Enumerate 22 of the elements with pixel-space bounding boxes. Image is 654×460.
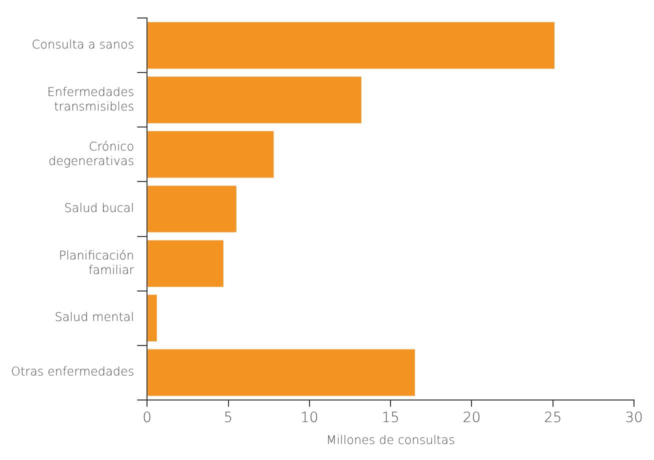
x-axis-title: Millones de consultas [326, 432, 455, 447]
x-tick-label: 30 [625, 410, 643, 426]
bar [148, 294, 157, 342]
bar [148, 22, 554, 69]
y-tick-label: Salud mental [54, 310, 134, 324]
bar [148, 349, 415, 396]
x-tick-label: 5 [224, 410, 233, 426]
bar [148, 240, 224, 287]
y-tick-label: Planificación familiar [58, 248, 134, 277]
y-tick-label: Consulta a sanos [32, 38, 134, 52]
y-tick-label: Enfermedades transmisibles [47, 84, 134, 114]
x-tick-label: 15 [382, 410, 400, 426]
bar [148, 131, 274, 178]
x-tick-label: 0 [142, 410, 152, 426]
x-tick-label: 20 [462, 410, 481, 426]
y-tick-label: Crónico degenerativas [48, 139, 134, 168]
bar [148, 76, 362, 124]
y-tick-label: Otras enfermedades [10, 364, 134, 379]
x-tick-label: 10 [300, 410, 318, 426]
x-tick-label: 25 [544, 410, 562, 426]
bar [148, 186, 236, 232]
y-tick-label: Salud bucal [64, 201, 134, 216]
